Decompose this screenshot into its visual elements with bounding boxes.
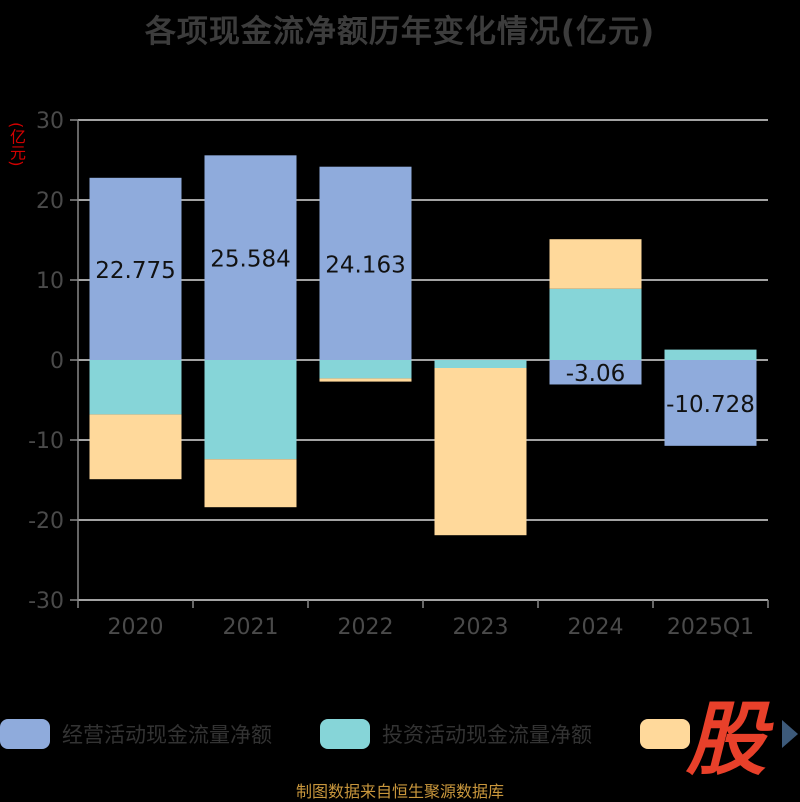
y-axis-unit: (亿元) bbox=[7, 122, 26, 167]
bar-2021-s2 bbox=[204, 459, 297, 508]
legend-swatch bbox=[0, 719, 50, 749]
bar-2023-s2 bbox=[434, 368, 527, 536]
bar-2024-s2 bbox=[549, 239, 642, 289]
x-tick-label: 2021 bbox=[223, 615, 279, 640]
legend-swatch bbox=[640, 719, 690, 749]
x-tick-label: 2020 bbox=[108, 615, 164, 640]
y-tick-label: -20 bbox=[28, 509, 64, 534]
data-label: 24.163 bbox=[325, 252, 405, 278]
bar-2022-s1 bbox=[319, 360, 412, 379]
x-tick-label: 2025Q1 bbox=[667, 615, 754, 640]
bar-2024-s1 bbox=[549, 288, 642, 360]
bar-2020-s2 bbox=[89, 414, 182, 480]
chart-title: 各项现金流净额历年变化情况(亿元) bbox=[144, 14, 656, 50]
bar-2023-s1 bbox=[434, 360, 527, 368]
x-tick-label: 2024 bbox=[568, 615, 624, 640]
legend-item[interactable]: 经营活动现金流量净额 bbox=[0, 716, 272, 752]
bar-2025Q1-s0 bbox=[664, 360, 757, 446]
legend-item[interactable] bbox=[640, 716, 690, 752]
legend-next-arrow-icon[interactable] bbox=[782, 720, 798, 748]
bar-2024-s0 bbox=[549, 360, 642, 385]
logo-watermark: 股 bbox=[686, 693, 766, 786]
bar-2022-s0 bbox=[319, 166, 412, 360]
y-tick-label: -10 bbox=[28, 429, 64, 454]
data-label: -10.728 bbox=[666, 392, 755, 418]
legend-item[interactable]: 投资活动现金流量净额 bbox=[320, 716, 592, 752]
data-label: 22.775 bbox=[95, 258, 175, 284]
y-tick-label: 20 bbox=[36, 189, 64, 214]
data-label: 25.584 bbox=[210, 247, 290, 273]
legend-swatch bbox=[320, 719, 370, 749]
chart: 30 20 10 0 -10 -20 -30 2020 2021 2022 2023 2024 2025… bbox=[28, 109, 769, 640]
bar-2021-s1 bbox=[204, 360, 297, 460]
x-tick-label: 2022 bbox=[338, 615, 394, 640]
legend: 经营活动现金流量净额 投资活动现金流量净额 bbox=[0, 716, 800, 756]
legend-label: 经营活动现金流量净额 bbox=[62, 723, 272, 747]
y-tick-label: 10 bbox=[36, 269, 64, 294]
y-tick-label: 0 bbox=[50, 349, 64, 374]
bar-2022-s2 bbox=[319, 378, 412, 382]
data-source: 制图数据来自恒生聚源数据库 bbox=[295, 782, 504, 801]
bar-2020-s0 bbox=[89, 177, 182, 360]
y-tick-label: -30 bbox=[28, 589, 64, 614]
data-label: -3.06 bbox=[566, 361, 626, 387]
bar-2021-s0 bbox=[204, 155, 297, 360]
bar-2025Q1-s1 bbox=[664, 349, 757, 360]
x-tick-label: 2023 bbox=[453, 615, 509, 640]
legend-label: 投资活动现金流量净额 bbox=[382, 723, 592, 747]
y-tick-label: 30 bbox=[36, 109, 64, 134]
bar-2020-s1 bbox=[89, 360, 182, 415]
